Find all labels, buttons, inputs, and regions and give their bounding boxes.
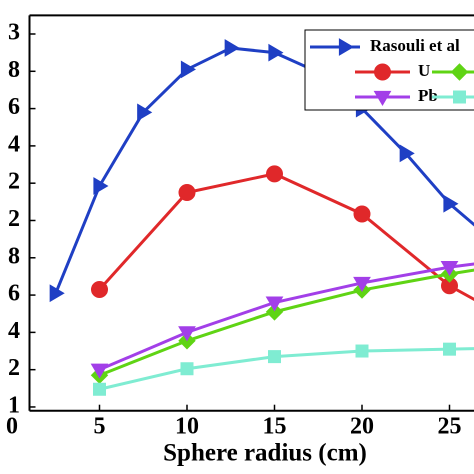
marker	[224, 39, 240, 57]
series-line	[98, 268, 474, 377]
marker	[399, 144, 415, 163]
marker	[49, 284, 65, 303]
y-tick-label: 2	[8, 355, 20, 381]
legend-label: Pb	[418, 86, 438, 105]
x-tick-label: 20	[350, 414, 374, 440]
marker	[93, 177, 109, 195]
y-tick-label: 3	[8, 19, 20, 45]
marker	[453, 90, 466, 104]
x-tick-label: 10	[175, 414, 199, 440]
series-line	[99, 347, 474, 391]
series-line	[98, 172, 474, 302]
marker	[338, 38, 354, 56]
marker	[137, 103, 153, 122]
y-tick-label: 6	[8, 281, 20, 307]
marker	[450, 63, 469, 81]
marker	[265, 296, 284, 312]
legend-label: U	[418, 61, 430, 80]
x-tick-label: 15	[263, 414, 287, 440]
marker	[373, 90, 392, 106]
marker	[374, 63, 391, 81]
series-line	[98, 262, 474, 372]
marker	[268, 43, 284, 62]
marker	[443, 194, 459, 213]
legend-label: Rasouli et al	[370, 36, 460, 55]
marker	[180, 60, 196, 79]
y-tick-label: 2	[8, 169, 20, 195]
y-tick-label: 4	[8, 318, 20, 344]
marker	[266, 165, 283, 183]
marker	[91, 280, 108, 298]
y-tick-label: 6	[8, 94, 20, 120]
marker	[268, 350, 281, 364]
marker	[180, 362, 194, 376]
x-tick-label: 25	[438, 414, 462, 440]
y-tick-label: 8	[8, 57, 20, 83]
marker	[443, 342, 456, 356]
y-tick-label: 1	[8, 392, 20, 418]
marker	[93, 382, 106, 396]
marker	[353, 276, 371, 292]
y-tick-label: 8	[8, 243, 20, 269]
marker	[353, 205, 371, 223]
marker	[355, 344, 369, 358]
x-tick-label: 5	[94, 414, 106, 440]
x-tick-label: 0	[6, 414, 18, 440]
marker	[265, 303, 284, 321]
marker	[178, 326, 196, 342]
marker	[178, 184, 196, 202]
marker	[90, 363, 109, 379]
y-tick-label: 4	[8, 131, 20, 157]
marker	[440, 261, 459, 277]
x-axis-label: Sphere radius (cm)	[163, 440, 367, 467]
y-tick-label: 2	[8, 206, 20, 232]
